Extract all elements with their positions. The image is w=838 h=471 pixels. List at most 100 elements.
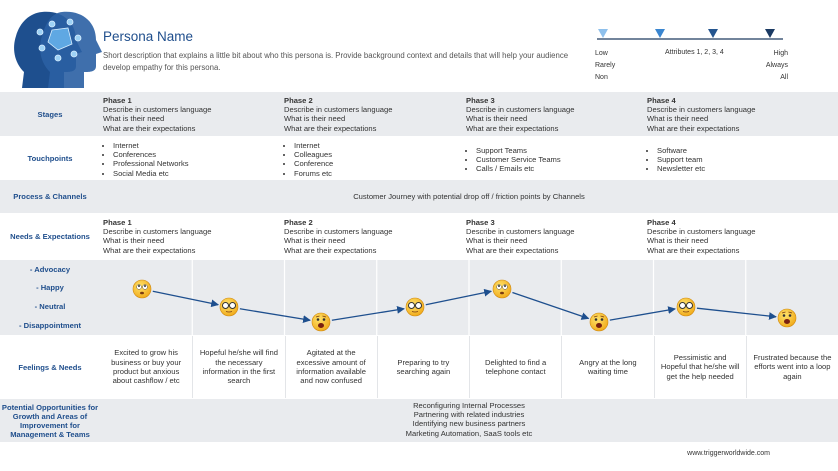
glass bbox=[415, 302, 422, 309]
phase-title: Phase 1 bbox=[103, 218, 132, 227]
touchpoint-item: Forums etc bbox=[294, 169, 472, 178]
attribute-high-label: High bbox=[773, 50, 788, 57]
phase-line: What is their need bbox=[647, 114, 709, 124]
attribute-high-label: Always bbox=[765, 62, 788, 69]
journey-arrow bbox=[425, 288, 492, 306]
feeling-cell: Frustrated because the efforts went into… bbox=[745, 336, 838, 398]
touchpoint-item: Conferences bbox=[113, 150, 291, 159]
row-label: Needs & Expectations bbox=[10, 232, 90, 241]
emotion-level-label: - Neutral bbox=[34, 302, 66, 311]
emotion-level-label: - Advocacy bbox=[29, 265, 71, 274]
emotion-face bbox=[777, 308, 797, 328]
phase-cell: Phase 4 Describe in customers language Wha… bbox=[647, 96, 825, 133]
phase-cell: Phase 3 Describe in customers language Wha… bbox=[466, 96, 644, 133]
attribute-low-label: Low bbox=[595, 50, 608, 57]
glass bbox=[222, 302, 229, 309]
journey-arrow bbox=[696, 307, 777, 320]
phase-line: What is their need bbox=[647, 236, 709, 246]
phase-line: What is their need bbox=[103, 114, 165, 124]
phase-line: Describe in customers language bbox=[103, 105, 212, 115]
persona-description: Short description that explains a little… bbox=[103, 51, 569, 72]
eye bbox=[322, 318, 326, 321]
journey-arrow bbox=[239, 308, 311, 323]
phase-cell: Phase 1 Describe in customers language Wha… bbox=[103, 96, 281, 133]
mouth bbox=[596, 323, 602, 328]
mouth bbox=[682, 311, 690, 313]
eye bbox=[594, 318, 598, 321]
attribute-low-label: Non bbox=[595, 74, 608, 81]
emotion-face bbox=[589, 312, 609, 332]
eye bbox=[316, 318, 320, 321]
phase-cell: Phase 2 Describe in customers language Wha… bbox=[284, 96, 462, 133]
phase-line: Describe in customers language bbox=[284, 227, 393, 237]
mouth bbox=[318, 323, 324, 328]
phase-line: What are their expectations bbox=[103, 123, 196, 133]
phase-title: Phase 3 bbox=[466, 218, 495, 227]
opportunity-line: Marketing Automation, SaaS tools etc bbox=[405, 428, 533, 438]
glass bbox=[229, 302, 236, 309]
emotion-level-label: - Disappointment bbox=[18, 321, 81, 330]
attribute-low: Low Rarely Non bbox=[595, 48, 615, 84]
touchpoint-item: Customer Service Teams bbox=[476, 155, 654, 164]
opportunity-line: Reconfiguring Internal Processes bbox=[413, 401, 525, 410]
stages-row: Stages Phase 1 Describe in customers langu… bbox=[0, 92, 838, 136]
emotion-face bbox=[311, 312, 331, 332]
touchpoint-item: Colleagues bbox=[294, 150, 472, 159]
feelings-row: Feelings & Needs Excited to grow his busi… bbox=[0, 336, 838, 398]
touchpoint-list: InternetColleaguesConferenceForums etc bbox=[284, 141, 472, 178]
brow bbox=[781, 311, 793, 314]
phase-line: Describe in customers language bbox=[647, 105, 756, 115]
attribute-middle: Attributes 1, 2, 3, 4 bbox=[665, 49, 724, 56]
phase-title: Phase 4 bbox=[647, 218, 676, 227]
brow bbox=[315, 315, 327, 318]
phase-cell: Phase 1 Describe in customers language Wha… bbox=[103, 218, 281, 255]
feeling-cell: Delighted to find a telephone contact bbox=[469, 336, 561, 398]
emotion-face bbox=[132, 279, 152, 299]
phase-line: What are their expectations bbox=[466, 123, 559, 133]
phase-line: What is their need bbox=[284, 114, 346, 124]
opportunity-line: Partnering with related industries bbox=[413, 410, 525, 420]
phase-line: What is their need bbox=[103, 236, 165, 246]
face bbox=[132, 279, 152, 299]
face bbox=[589, 312, 609, 332]
touchpoint-item: Social Media etc bbox=[113, 169, 291, 178]
opportunities-row: Potential Opportunities for Growth and A… bbox=[0, 399, 838, 442]
glass bbox=[408, 302, 415, 309]
touchpoints-row: Touchpoints InternetConferencesProfession… bbox=[0, 137, 838, 180]
phase-title: Phase 2 bbox=[284, 96, 313, 105]
pupil bbox=[504, 285, 506, 287]
eye bbox=[788, 314, 792, 317]
face bbox=[777, 308, 797, 328]
persona-logo bbox=[14, 11, 102, 88]
phase-line: What are their expectations bbox=[284, 123, 377, 133]
needs-row: Needs & Expectations Phase 1 Describe in c… bbox=[0, 214, 838, 259]
row-label: Touchpoints bbox=[27, 154, 73, 163]
eye bbox=[782, 314, 786, 317]
row-label: Process & Channels bbox=[13, 192, 87, 201]
touchpoint-item: Support team bbox=[657, 155, 835, 164]
feeling-cell: Preparing to try searching again bbox=[376, 336, 469, 398]
pupil bbox=[498, 285, 500, 287]
touchpoint-item: Newsletter etc bbox=[657, 164, 835, 173]
phase-title: Phase 1 bbox=[103, 96, 132, 105]
row-label: Feelings & Needs bbox=[18, 362, 82, 372]
phase-line: Describe in customers language bbox=[466, 227, 575, 237]
touchpoint-list: SoftwareSupport teamNewsletter etc bbox=[647, 146, 835, 174]
touchpoint-item: Conference bbox=[294, 159, 472, 168]
feeling-cell: Angry at the long waiting time bbox=[561, 336, 653, 398]
journey-arrow bbox=[331, 305, 405, 321]
touchpoint-list: InternetConferencesProfessional Networks… bbox=[103, 141, 291, 178]
pupil bbox=[144, 285, 146, 287]
phase-cell: Phase 3 Describe in customers language Wha… bbox=[466, 218, 644, 255]
persona-title: Persona Name bbox=[103, 29, 194, 44]
touchpoint-item: Internet bbox=[113, 141, 291, 150]
emotion-face bbox=[676, 297, 696, 317]
touchpoint-item: Calls / Emails etc bbox=[476, 164, 654, 173]
attribute-high: High Always All bbox=[748, 48, 788, 84]
row-label: Stages bbox=[37, 109, 63, 119]
eye bbox=[600, 318, 604, 321]
mouth bbox=[225, 311, 233, 313]
touchpoint-item: Internet bbox=[294, 141, 472, 150]
glass bbox=[686, 302, 693, 309]
